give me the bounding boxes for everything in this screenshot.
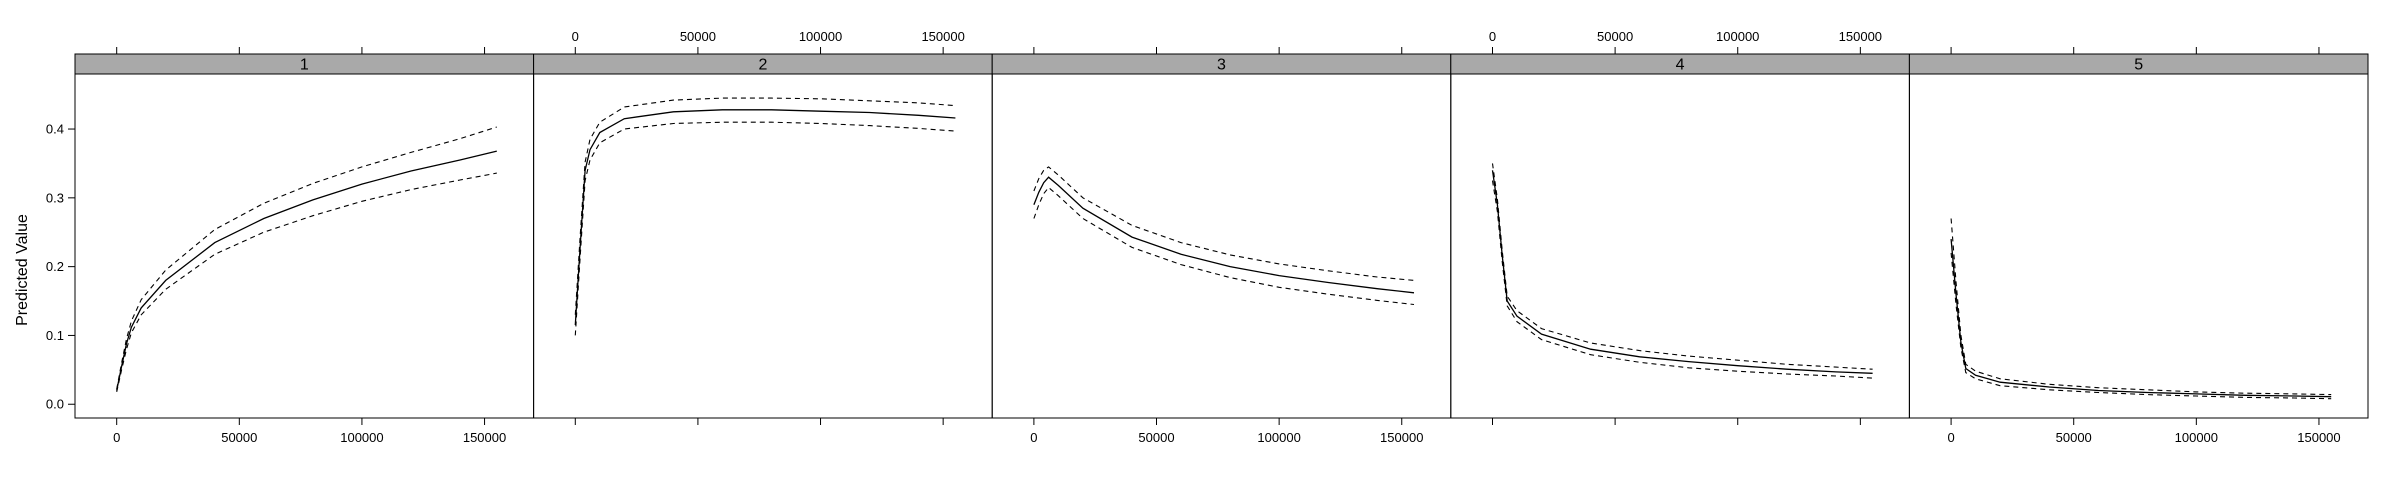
- y-tick-label: 0.0: [46, 397, 64, 412]
- lower-bound-line: [1950, 252, 2332, 400]
- x-tick-label: 150000: [1380, 430, 1423, 445]
- x-tick-label: 150000: [463, 430, 506, 445]
- x-tick-label: 50000: [2056, 430, 2092, 445]
- panel-strip-label: 2: [758, 57, 767, 74]
- panel-frame: [74, 73, 535, 419]
- panel-strip-label: 5: [2134, 57, 2143, 74]
- x-tick-label: 100000: [1257, 430, 1300, 445]
- x-tick-label: 50000: [1138, 430, 1174, 445]
- panel-strip-label: 3: [1217, 57, 1226, 74]
- lower-bound-line: [574, 121, 956, 336]
- x-tick-label: 0: [1030, 430, 1037, 445]
- panel-frame: [533, 73, 993, 419]
- x-tick-label: 0: [1489, 29, 1496, 44]
- x-tick-label: 150000: [2297, 430, 2340, 445]
- x-tick-label: 150000: [921, 29, 964, 44]
- upper-bound-line: [1033, 166, 1415, 281]
- panel-5: 5 0 50000 100000 150000: [1908, 47, 2369, 445]
- panel-2: 2 0 50000 100000 150000: [533, 29, 993, 425]
- panel-1: 1 0 50000 100000 150000: [74, 47, 535, 445]
- y-axis-label: Predicted Value: [14, 214, 31, 326]
- fit-line: [1033, 176, 1415, 294]
- x-tick-label: 50000: [680, 29, 716, 44]
- x-tick-label: 100000: [1716, 29, 1759, 44]
- x-tick-label: 50000: [221, 430, 257, 445]
- x-tick-label: 100000: [2175, 430, 2218, 445]
- panel-strip-label: 4: [1676, 57, 1685, 74]
- fit-line: [116, 150, 497, 391]
- fit-line: [1491, 170, 1873, 374]
- x-tick-label: 0: [1947, 430, 1954, 445]
- y-tick-label: 0.2: [46, 259, 64, 274]
- x-tick-label: 100000: [340, 430, 383, 445]
- x-tick-label: 0: [572, 29, 579, 44]
- lower-bound-line: [116, 172, 497, 393]
- upper-bound-line: [574, 97, 956, 315]
- y-tick-label: 0.1: [46, 328, 64, 343]
- x-tick-label: 150000: [1839, 29, 1882, 44]
- y-tick-label: 0.4: [46, 122, 64, 137]
- x-tick-label: 0: [113, 430, 120, 445]
- x-tick-label: 100000: [799, 29, 842, 44]
- x-tick-label: 50000: [1597, 29, 1633, 44]
- panel-frame: [1908, 73, 2369, 419]
- lower-bound-line: [1491, 180, 1873, 379]
- panel-frame: [991, 73, 1452, 419]
- panel-4: 4 0 50000 100000 150000: [1450, 29, 1910, 425]
- y-tick-label: 0.3: [46, 190, 64, 205]
- upper-bound-line: [1491, 163, 1873, 370]
- panel-3: 3 0 50000 100000 150000: [991, 47, 1452, 445]
- upper-bound-line: [116, 126, 497, 390]
- lower-bound-line: [1033, 186, 1415, 306]
- upper-bound-line: [1950, 218, 2332, 396]
- fit-line: [574, 109, 956, 326]
- fit-line: [1950, 239, 2332, 398]
- panel-strip-label: 1: [300, 57, 309, 74]
